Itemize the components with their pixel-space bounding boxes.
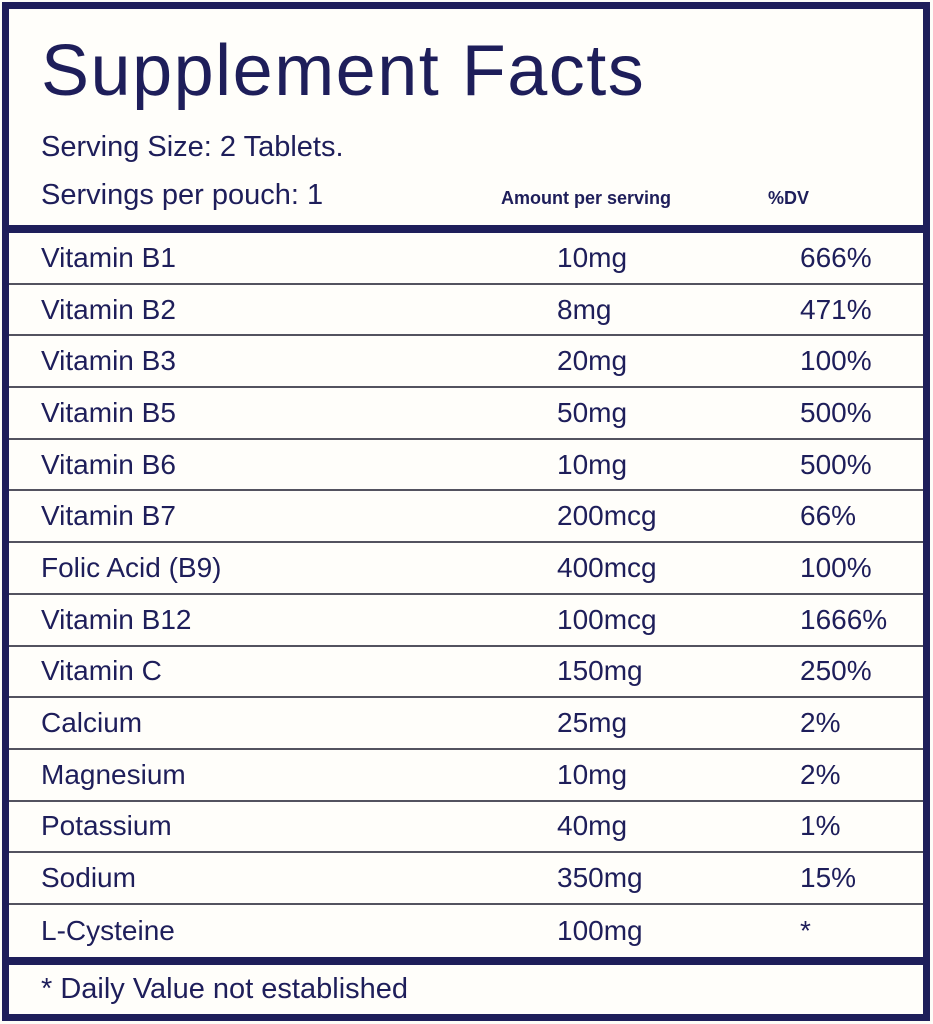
page-title: Supplement Facts [41,31,646,111]
ingredient-amount: 150mg [557,655,643,687]
ingredient-dv: 2% [800,758,841,790]
ingredient-dv: 250% [800,655,872,687]
ingredient-dv: 2% [800,707,841,739]
ingredient-name: Vitamin B3 [41,345,176,377]
ingredient-dv: 500% [800,396,872,428]
table-row: Vitamin B5 50mg 500% [9,388,923,440]
ingredient-name: Vitamin B6 [41,448,176,480]
table-row: Folic Acid (B9) 400mcg 100% [9,543,923,595]
ingredient-table: Vitamin B1 10mg 666% Vitamin B2 8mg 471%… [9,233,923,957]
ingredient-amount: 350mg [557,862,643,894]
servings-per-pouch-text: Servings per pouch: 1 [41,179,324,211]
ingredient-amount: 200mcg [557,500,657,532]
ingredient-dv: 1666% [800,603,888,635]
column-header-amount: Amount per serving [501,188,672,208]
ingredient-dv: 1% [800,810,841,842]
table-row: Vitamin B3 20mg 100% [9,336,923,389]
ingredient-name: Vitamin B1 [41,241,176,273]
serving-size-text: Serving Size: 2 Tablets. [41,131,344,163]
ingredient-dv: 15% [800,862,857,894]
ingredient-dv: 500% [800,448,872,480]
footnote-row: * Daily Value not established [9,965,923,1014]
ingredient-name: Magnesium [41,758,186,790]
column-header-row: Servings per pouch: 1 Amount per serving… [41,179,891,214]
ingredient-amount: 100mcg [557,603,657,635]
ingredient-amount: 8mg [557,293,612,325]
ingredient-dv: 666% [800,241,872,273]
panel-header: Supplement Facts Serving Size: 2 Tablets… [9,9,923,214]
table-row: Vitamin B1 10mg 666% [9,233,923,285]
table-row: Vitamin B7 200mcg 66% [9,491,923,544]
ingredient-amount: 400mcg [557,551,657,583]
table-row: Potassium 40mg 1% [9,802,923,854]
ingredient-name: Vitamin B12 [41,603,192,635]
ingredient-dv: 471% [800,293,872,325]
ingredient-amount: 40mg [557,810,628,842]
ingredient-amount: 10mg [557,758,628,790]
column-header-dv: %DV [768,188,810,208]
footnote-text: * Daily Value not established [41,972,409,1005]
footnote-divider-bar [9,956,923,965]
ingredient-dv: * [800,914,811,946]
ingredient-dv: 100% [800,345,872,377]
ingredient-amount: 50mg [557,396,628,428]
table-row: Vitamin C 150mg 250% [9,647,923,699]
ingredient-amount: 10mg [557,241,628,273]
ingredient-name: Calcium [41,707,143,739]
ingredient-amount: 20mg [557,345,628,377]
table-row: Calcium 25mg 2% [9,698,923,750]
ingredient-amount: 25mg [557,707,628,739]
ingredient-name: Vitamin B7 [41,500,176,532]
table-row: L-Cysteine 100mg * [9,905,923,957]
header-divider-bar [9,225,923,233]
ingredient-name: Vitamin B5 [41,396,176,428]
ingredient-name: Sodium [41,862,136,894]
ingredient-amount: 10mg [557,448,628,480]
table-row: Vitamin B6 10mg 500% [9,440,923,492]
ingredient-name: Folic Acid (B9) [41,551,222,583]
table-row: Vitamin B12 100mcg 1666% [9,595,923,647]
ingredient-name: Potassium [41,810,172,842]
ingredient-amount: 100mg [557,914,643,946]
table-row: Vitamin B2 8mg 471% [9,285,923,337]
ingredient-name: Vitamin C [41,655,162,687]
ingredient-dv: 100% [800,551,872,583]
ingredient-name: Vitamin B2 [41,293,176,325]
table-row: Sodium 350mg 15% [9,853,923,905]
ingredient-dv: 66% [800,500,857,532]
ingredient-name: L-Cysteine [41,914,175,946]
table-row: Magnesium 10mg 2% [9,750,923,802]
